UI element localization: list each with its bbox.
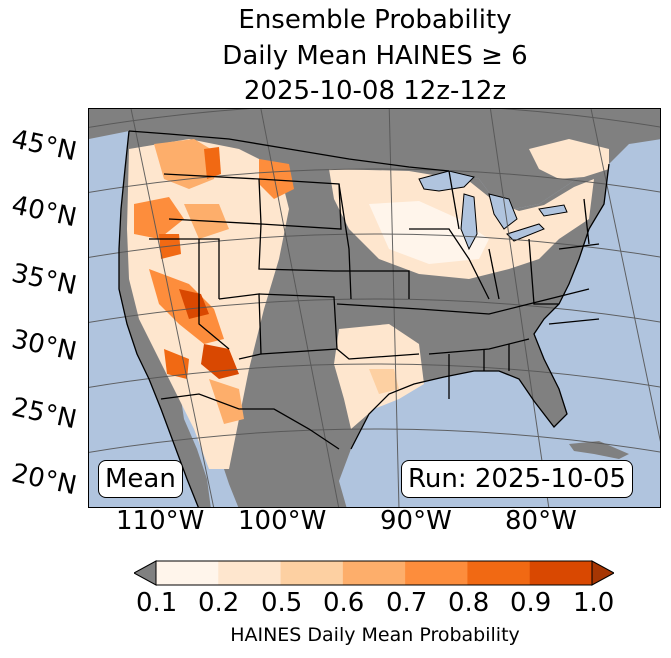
prob-region-sw-5 (209, 379, 244, 424)
lon-label-80w: 80°W (505, 506, 577, 536)
cuba-land (569, 441, 629, 459)
prob-region-texas-2 (369, 369, 399, 394)
lon-label-90w: 90°W (380, 506, 452, 536)
lon-label-110w: 110°W (116, 506, 205, 536)
colorbar-segment-1 (218, 561, 282, 585)
colorbar-tick-1: 0.2 (198, 588, 240, 618)
lake-ontario (538, 204, 568, 217)
lake-erie (506, 223, 545, 242)
colorbar-tick-5: 0.8 (448, 588, 490, 618)
colorbar-segment-0 (156, 561, 219, 585)
lat-label-20n: 20°N (8, 458, 80, 502)
title-line-2: Daily Mean HAINES ≥ 6 (222, 41, 528, 71)
lakes-layer (418, 170, 568, 251)
graticule (89, 109, 660, 507)
run-date-box: Run: 2025-10-05 (401, 460, 633, 498)
lon-label-100w: 100°W (238, 506, 327, 536)
colorbar (134, 560, 614, 586)
statistic-label-box: Mean (98, 460, 183, 498)
colorbar-segment-6 (529, 561, 593, 585)
lake-michigan (460, 193, 478, 251)
colorbar-tick-7: 1.0 (573, 588, 615, 618)
colorbar-over-arrow (591, 560, 614, 586)
colorbar-segment-5 (467, 561, 531, 585)
colorbar-under-arrow (134, 560, 157, 586)
title-line-1: Ensemble Probability (238, 5, 512, 35)
lake-huron (488, 193, 518, 230)
colorbar-segment-2 (280, 561, 344, 585)
lat-label-40n: 40°N (8, 190, 80, 234)
colorbar-tick-0: 0.1 (136, 588, 178, 618)
lat-label-35n: 35°N (8, 258, 80, 302)
us-canada-border (128, 130, 450, 172)
colorbar-tick-4: 0.7 (386, 588, 428, 618)
prob-region-sw-2 (179, 289, 209, 319)
canada-land (89, 109, 660, 209)
prob-region-montana (259, 159, 294, 199)
colorbar-tick-3: 0.6 (323, 588, 365, 618)
prob-region-oregon (134, 197, 184, 239)
colorbar-tick-6: 0.9 (510, 588, 552, 618)
coastline (118, 130, 199, 507)
us-mexico-border (160, 393, 340, 450)
lat-label-45n: 45°N (8, 124, 80, 168)
title-line-3: 2025-10-08 12z-12z (243, 76, 507, 106)
colorbar-segment-4 (405, 561, 468, 585)
prob-region-nevada (159, 234, 181, 259)
prob-region-ne (529, 139, 609, 179)
colorbar-tick-2: 0.5 (261, 588, 303, 618)
prob-region-pnw-2 (204, 147, 221, 179)
colorbar-segments (156, 561, 593, 585)
colorbar-outline (155, 560, 593, 586)
borders-layer (118, 130, 610, 507)
lat-label-30n: 30°N (8, 324, 80, 368)
gulf-coast (350, 163, 610, 450)
lat-label-25n: 25°N (8, 392, 80, 436)
colorbar-label: HAINES Daily Mean Probability (230, 624, 520, 646)
colorbar-segment-3 (342, 561, 406, 585)
map-canvas (89, 109, 660, 507)
map-panel (88, 108, 661, 508)
prob-region-east-2 (369, 201, 489, 264)
